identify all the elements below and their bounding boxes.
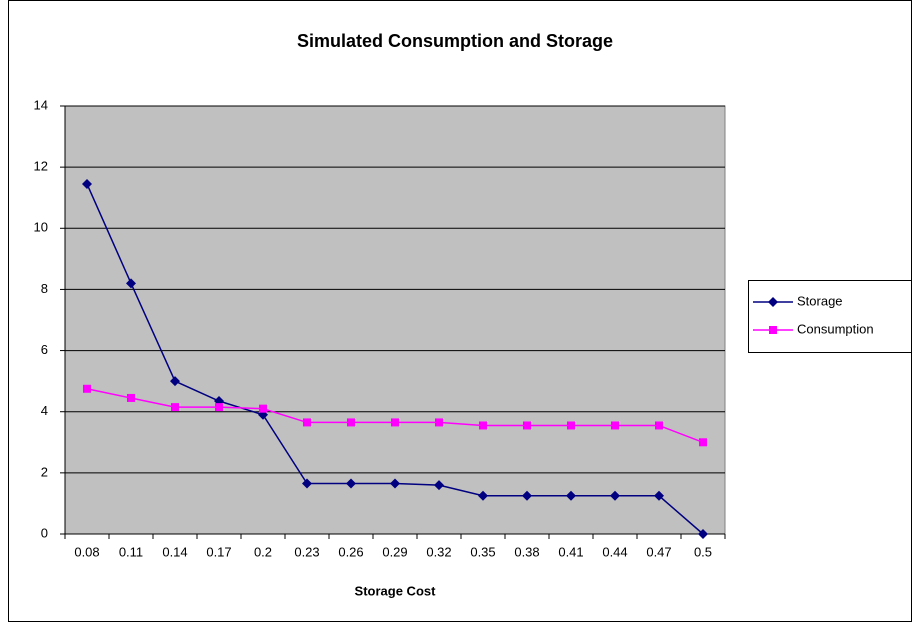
y-tick-label: 8: [41, 281, 48, 296]
x-tick-label: 0.44: [602, 544, 627, 559]
x-tick-label: 0.35: [470, 544, 495, 559]
marker: [82, 178, 92, 189]
x-tick-label: 0.23: [294, 544, 319, 559]
marker: [567, 421, 575, 430]
marker: [611, 421, 619, 430]
marker: [434, 480, 444, 491]
x-tick-label: 0.11: [119, 544, 143, 559]
legend-label: Consumption: [797, 321, 874, 336]
y-tick-label: 14: [34, 97, 48, 112]
legend: [748, 280, 912, 353]
marker: [698, 529, 708, 539]
marker: [127, 393, 135, 402]
marker: [566, 490, 576, 501]
chart-title: Simulated Consumption and Storage: [297, 31, 613, 51]
x-tick-label: 0.17: [206, 544, 231, 559]
marker: [346, 478, 356, 489]
legend-box: [748, 280, 912, 353]
y-tick-label: 2: [41, 464, 48, 479]
marker: [391, 418, 399, 427]
marker: [654, 490, 664, 501]
legend-label: Storage: [797, 293, 843, 308]
marker: [215, 403, 223, 412]
marker: [610, 490, 620, 501]
x-tick-label: 0.08: [74, 544, 99, 559]
plot-area: [64, 105, 726, 535]
marker: [478, 490, 488, 501]
x-axis-label: Storage Cost: [355, 583, 437, 598]
marker: [170, 376, 180, 387]
y-tick-label: 0: [41, 525, 48, 540]
y-tick-label: 10: [34, 220, 48, 235]
marker: [699, 438, 707, 447]
marker: [83, 384, 91, 393]
marker: [171, 403, 179, 412]
y-tick-label: 4: [41, 403, 48, 418]
marker: [347, 418, 355, 427]
marker: [259, 404, 267, 413]
x-tick-label: 0.5: [694, 544, 712, 559]
marker: [522, 490, 532, 501]
y-tick-label: 6: [41, 342, 48, 357]
x-tick-label: 0.29: [382, 544, 407, 559]
x-tick-label: 0.26: [338, 544, 363, 559]
marker: [655, 421, 663, 430]
x-tick-label: 0.2: [254, 544, 272, 559]
marker: [126, 278, 136, 289]
x-tick-label: 0.14: [162, 544, 187, 559]
marker: [302, 478, 312, 489]
marker: [303, 418, 311, 427]
marker: [769, 326, 777, 334]
marker: [479, 421, 487, 430]
y-tick-label: 12: [34, 159, 48, 174]
x-tick-label: 0.32: [426, 544, 451, 559]
marker: [523, 421, 531, 430]
marker: [435, 418, 443, 427]
x-tick-label: 0.47: [646, 544, 671, 559]
x-tick-label: 0.38: [514, 544, 539, 559]
marker: [768, 297, 778, 307]
x-tick-label: 0.41: [558, 544, 583, 559]
marker: [390, 478, 400, 489]
